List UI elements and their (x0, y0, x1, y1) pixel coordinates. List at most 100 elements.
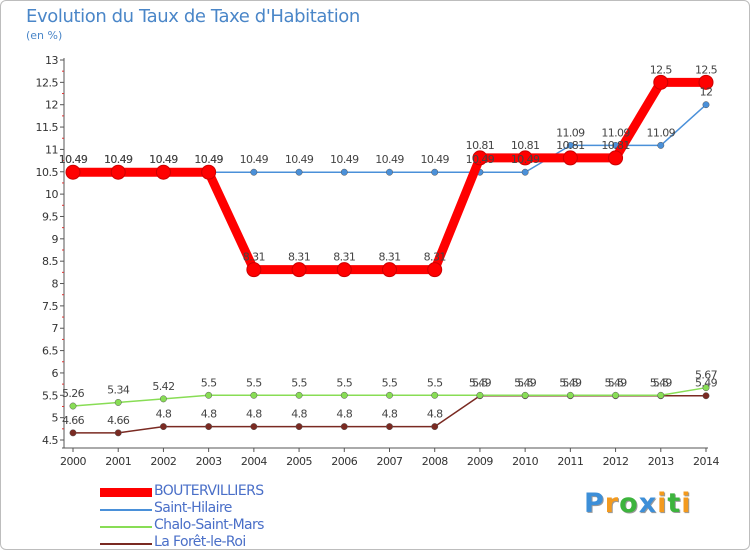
data-label: 12.5 (695, 63, 718, 76)
data-label: 4.8 (427, 408, 443, 421)
data-label: 5.5 (382, 376, 398, 389)
y-tick-label: 9 (52, 233, 59, 246)
x-tick-label: 2000 (60, 455, 86, 468)
data-point (476, 391, 484, 399)
x-tick-label: 2003 (196, 455, 222, 468)
data-label: 4.66 (62, 414, 85, 427)
y-tick-label: 4.5 (42, 434, 58, 447)
data-point (201, 164, 217, 180)
x-tick-label: 2004 (241, 455, 267, 468)
data-point (382, 262, 397, 278)
chart-title: Evolution du Taux de Taxe d'Habitation (26, 6, 360, 27)
x-tick-label: 2013 (648, 455, 674, 468)
data-label: 5.5 (608, 376, 624, 389)
data-label: 10.49 (104, 153, 133, 166)
data-label: 5.49 (695, 377, 718, 390)
logo-letter: r (604, 488, 620, 519)
data-point (698, 74, 714, 90)
data-label: 5.49 (559, 377, 582, 390)
data-point (110, 164, 126, 180)
data-point (702, 101, 710, 109)
data-point (427, 262, 443, 278)
data-label: 5.5 (563, 376, 579, 389)
data-label: 10.49 (375, 153, 404, 166)
data-point (246, 262, 262, 278)
data-point (702, 392, 710, 400)
data-point (205, 391, 213, 399)
data-point (291, 262, 307, 278)
data-label: 4.8 (201, 408, 217, 421)
x-tick-label: 2001 (105, 455, 131, 468)
data-point (69, 429, 77, 437)
data-point (702, 384, 710, 392)
data-point (340, 168, 348, 176)
data-label: 11.09 (556, 126, 585, 139)
data-point (295, 168, 303, 176)
data-point (155, 164, 171, 180)
data-point (114, 429, 122, 437)
x-tick-label: 2010 (512, 455, 538, 468)
data-label: 5.5 (472, 376, 488, 389)
data-point (608, 150, 624, 166)
legend-label-saint-hilaire: Saint-Hilaire (154, 500, 232, 516)
data-label: 5.42 (152, 380, 174, 393)
data-label: 4.8 (291, 408, 307, 421)
data-point (472, 150, 488, 166)
data-label: 10.49 (330, 153, 359, 166)
data-label: 4.66 (107, 414, 130, 427)
y-tick-label: 10.5 (36, 166, 59, 179)
data-point (159, 423, 167, 431)
x-tick-label: 2006 (331, 455, 357, 468)
data-label: 5.5 (201, 376, 217, 389)
data-label: 5.49 (605, 377, 628, 390)
legend-swatch-foret (100, 543, 152, 545)
data-label: 8.31 (243, 251, 265, 264)
legend-swatch-saint-hilaire (100, 509, 152, 511)
data-label: 10.49 (511, 153, 540, 166)
data-label: 10.49 (240, 153, 269, 166)
data-label: 10.49 (194, 153, 223, 166)
data-label: 5.49 (650, 377, 673, 390)
data-point (205, 423, 213, 431)
data-point (517, 150, 533, 166)
data-label: 5.5 (246, 376, 262, 389)
y-tick-label: 11.5 (36, 121, 59, 134)
legend-label-foret: La Forêt-le-Roi (154, 534, 246, 550)
data-label: 5.49 (514, 377, 537, 390)
data-point (69, 402, 77, 410)
data-label: 10.49 (104, 153, 133, 166)
data-label: 10.81 (511, 139, 540, 152)
data-point (653, 74, 669, 90)
data-label: 10.49 (149, 153, 178, 166)
data-label: 4.8 (382, 408, 398, 421)
logo-letter: t (667, 488, 682, 519)
logo-letter: i (657, 488, 668, 519)
data-point (159, 395, 167, 403)
y-tick-label: 8.5 (42, 255, 58, 268)
data-label: 10.49 (59, 153, 88, 166)
data-label: 12 (700, 86, 713, 99)
data-point (65, 164, 81, 180)
data-point (295, 391, 303, 399)
y-tick-label: 11 (45, 143, 58, 156)
data-label: 10.49 (149, 153, 178, 166)
data-point (521, 168, 529, 176)
y-tick-label: 13 (45, 54, 58, 67)
y-tick-label: 12 (45, 99, 58, 112)
y-tick-label: 8 (52, 278, 59, 291)
x-tick-label: 2005 (286, 455, 312, 468)
data-point (386, 168, 393, 176)
data-point (566, 391, 574, 399)
data-point (340, 423, 348, 431)
data-label: 10.49 (420, 153, 449, 166)
data-label: 5.49 (469, 377, 492, 390)
y-tick-label: 5.5 (42, 389, 58, 402)
legend-swatch-chalo (100, 526, 152, 528)
proxiti-logo: Proxiti (584, 488, 692, 519)
data-point (114, 398, 122, 406)
data-label: 10.81 (466, 139, 495, 152)
data-point (340, 391, 348, 399)
x-tick-label: 2014 (693, 455, 719, 468)
data-label: 10.49 (285, 153, 314, 166)
